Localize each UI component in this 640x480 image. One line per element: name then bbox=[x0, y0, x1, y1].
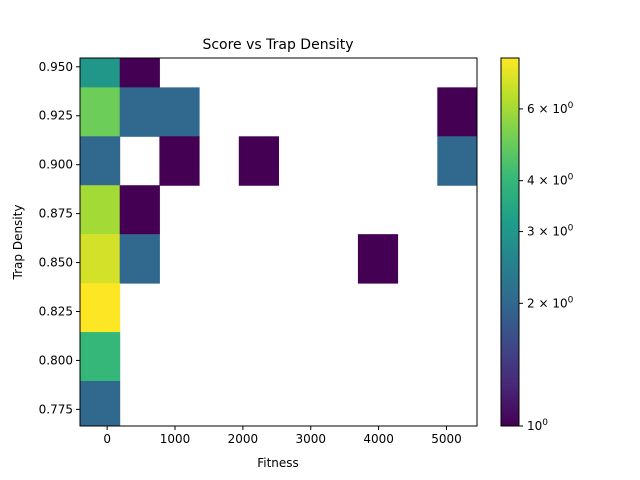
heatmap-cell bbox=[80, 87, 121, 137]
heatmap-cell bbox=[119, 58, 160, 88]
y-tick-label: 0.875 bbox=[39, 207, 73, 221]
heatmap-cell bbox=[80, 332, 121, 382]
heatmap-cell bbox=[437, 136, 478, 186]
y-tick-label: 0.950 bbox=[39, 60, 73, 74]
heatmap-cell bbox=[80, 58, 121, 88]
colorbar-tick-label: 6 × 100 bbox=[527, 101, 574, 116]
heatmap-cell bbox=[238, 136, 279, 186]
x-tick-label: 5000 bbox=[431, 432, 462, 446]
plot-frame bbox=[79, 57, 478, 427]
heatmap-cell bbox=[80, 380, 121, 427]
x-tick-label: 0 bbox=[103, 432, 111, 446]
x-tick-label: 2000 bbox=[228, 432, 259, 446]
y-tick-label: 0.925 bbox=[39, 109, 73, 123]
heatmap-cell bbox=[119, 234, 160, 284]
x-axis-ticks: 0 1000 2000 3000 4000 5000 bbox=[103, 426, 462, 446]
colorbar-tick-label: 4 × 100 bbox=[527, 173, 574, 188]
heatmap-cell bbox=[80, 136, 121, 186]
heatmap-cell bbox=[80, 185, 121, 235]
heatmap-cell bbox=[159, 136, 200, 186]
colorbar-tick-label: 100 bbox=[527, 418, 548, 433]
y-tick-label: 0.825 bbox=[39, 304, 73, 318]
y-tick-label: 0.850 bbox=[39, 256, 73, 270]
y-tick-label: 0.900 bbox=[39, 158, 73, 172]
heatmap-cell bbox=[159, 87, 200, 137]
x-tick-label: 1000 bbox=[160, 432, 191, 446]
y-tick-label: 0.775 bbox=[39, 402, 73, 416]
x-tick-label: 4000 bbox=[363, 432, 394, 446]
heatmap-cell bbox=[119, 185, 160, 235]
y-axis-label: Trap Density bbox=[11, 205, 25, 281]
colorbar bbox=[500, 57, 520, 427]
heatmap-cell bbox=[119, 87, 160, 137]
y-axis-ticks: 0.775 0.800 0.825 0.850 0.875 0.900 0.925 0.950 bbox=[39, 60, 80, 416]
heatmap-cells bbox=[80, 58, 478, 427]
colorbar-ticks: 100 2 × 100 3 × 100 4 × 100 6 × 100 bbox=[519, 101, 574, 433]
y-tick-label: 0.800 bbox=[39, 353, 73, 367]
heatmap-cell bbox=[357, 234, 399, 284]
x-tick-label: 3000 bbox=[295, 432, 326, 446]
heatmap-cell bbox=[80, 283, 121, 333]
x-axis-label: Fitness bbox=[257, 456, 299, 470]
chart-title: Score vs Trap Density bbox=[202, 37, 353, 53]
colorbar-tick-label: 3 × 100 bbox=[527, 224, 574, 239]
heatmap-cell bbox=[437, 87, 478, 137]
heatmap-cell bbox=[80, 234, 121, 284]
colorbar-tick-label: 2 × 100 bbox=[527, 295, 574, 310]
